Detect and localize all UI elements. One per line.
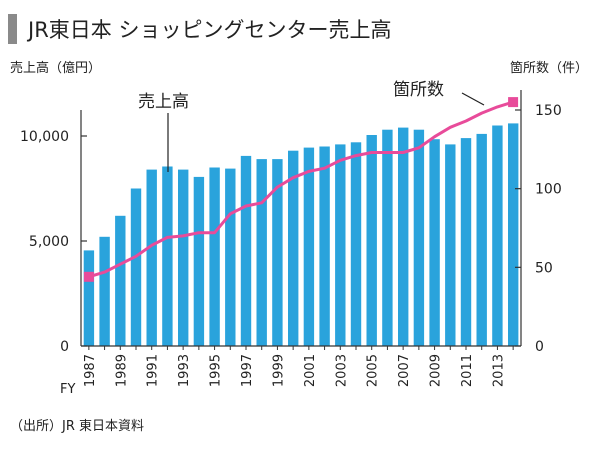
bar-2012 xyxy=(476,133,487,346)
source-note: （出所）JR 東日本資料 xyxy=(10,418,144,434)
bar-2008 xyxy=(413,129,425,346)
sales-series-label: 売上高 xyxy=(138,92,189,112)
bar-1996 xyxy=(225,168,236,346)
right-tick-label: 50 xyxy=(535,260,553,276)
count-label-leader xyxy=(461,92,485,106)
x-tick-label: 2003 xyxy=(334,354,349,387)
bar-2004 xyxy=(350,142,362,346)
bar-1988 xyxy=(99,236,110,346)
bar-2013 xyxy=(492,125,503,346)
right-tick-label: 150 xyxy=(535,103,562,119)
x-prefix-label: FY xyxy=(60,382,75,397)
x-tick-label: 2001 xyxy=(303,354,318,387)
bar-1995 xyxy=(209,167,220,346)
x-tick-label: 1997 xyxy=(240,354,255,387)
bar-2009 xyxy=(429,139,440,346)
chart-title: JR東日本 ショッピングセンター売上高 xyxy=(26,18,391,42)
left-tick-label: 5,000 xyxy=(29,234,69,250)
x-axis-ticks: 1987 1989 1991 1993 1995 1997 1999 2001 2003 2005… xyxy=(83,346,514,387)
bar-2000 xyxy=(288,150,299,346)
right-axis-label: 箇所数（件） xyxy=(510,60,588,76)
bar-2003 xyxy=(335,144,346,346)
right-tick-label: 0 xyxy=(535,339,544,355)
left-tick-label: 10,000 xyxy=(20,129,69,145)
bar-2007 xyxy=(398,127,409,346)
bar-1994 xyxy=(193,176,205,346)
right-axis-ticks: 0 50 100 150 xyxy=(515,103,562,355)
count-line-series xyxy=(88,100,514,279)
bar-2006 xyxy=(382,129,393,346)
left-tick-label: 0 xyxy=(60,339,69,355)
x-tick-label: 1993 xyxy=(177,354,192,387)
x-tick-label: 1987 xyxy=(83,354,98,387)
x-tick-label: 2005 xyxy=(366,354,381,387)
bar-1993 xyxy=(178,169,189,346)
left-axis-ticks: 0 5,000 10,000 xyxy=(20,129,87,355)
x-tick-label: 2013 xyxy=(491,354,506,387)
x-tick-label: 2009 xyxy=(429,354,444,387)
count-line-end-marker xyxy=(508,97,519,108)
bar-1992 xyxy=(162,166,173,346)
bar-1990 xyxy=(130,188,142,346)
bar-series xyxy=(83,123,519,347)
bar-1991 xyxy=(146,169,157,346)
x-tick-label: 1995 xyxy=(209,354,224,387)
x-tick-label: 2011 xyxy=(460,354,475,387)
bar-1989 xyxy=(115,215,126,346)
bar-1997 xyxy=(240,155,252,346)
x-tick-label: 2007 xyxy=(397,354,412,387)
count-series-label: 箇所数 xyxy=(393,80,444,100)
x-tick-label: 1999 xyxy=(271,354,286,387)
bar-2010 xyxy=(445,144,456,346)
bar-1998 xyxy=(256,159,267,346)
title-marker xyxy=(8,14,17,44)
x-tick-label: 1989 xyxy=(114,354,129,387)
bar-1987 xyxy=(83,250,95,346)
bar-2011 xyxy=(460,138,472,346)
x-tick-label: 1991 xyxy=(146,354,161,387)
bar-2001 xyxy=(303,147,315,346)
bar-1999 xyxy=(272,159,283,346)
bar-2005 xyxy=(366,135,377,346)
left-axis-label: 売上高（億円） xyxy=(10,60,101,76)
bar-2002 xyxy=(319,146,330,346)
bar-2014 xyxy=(508,123,519,347)
count-line-start-marker xyxy=(83,271,94,282)
right-tick-label: 100 xyxy=(535,182,562,198)
